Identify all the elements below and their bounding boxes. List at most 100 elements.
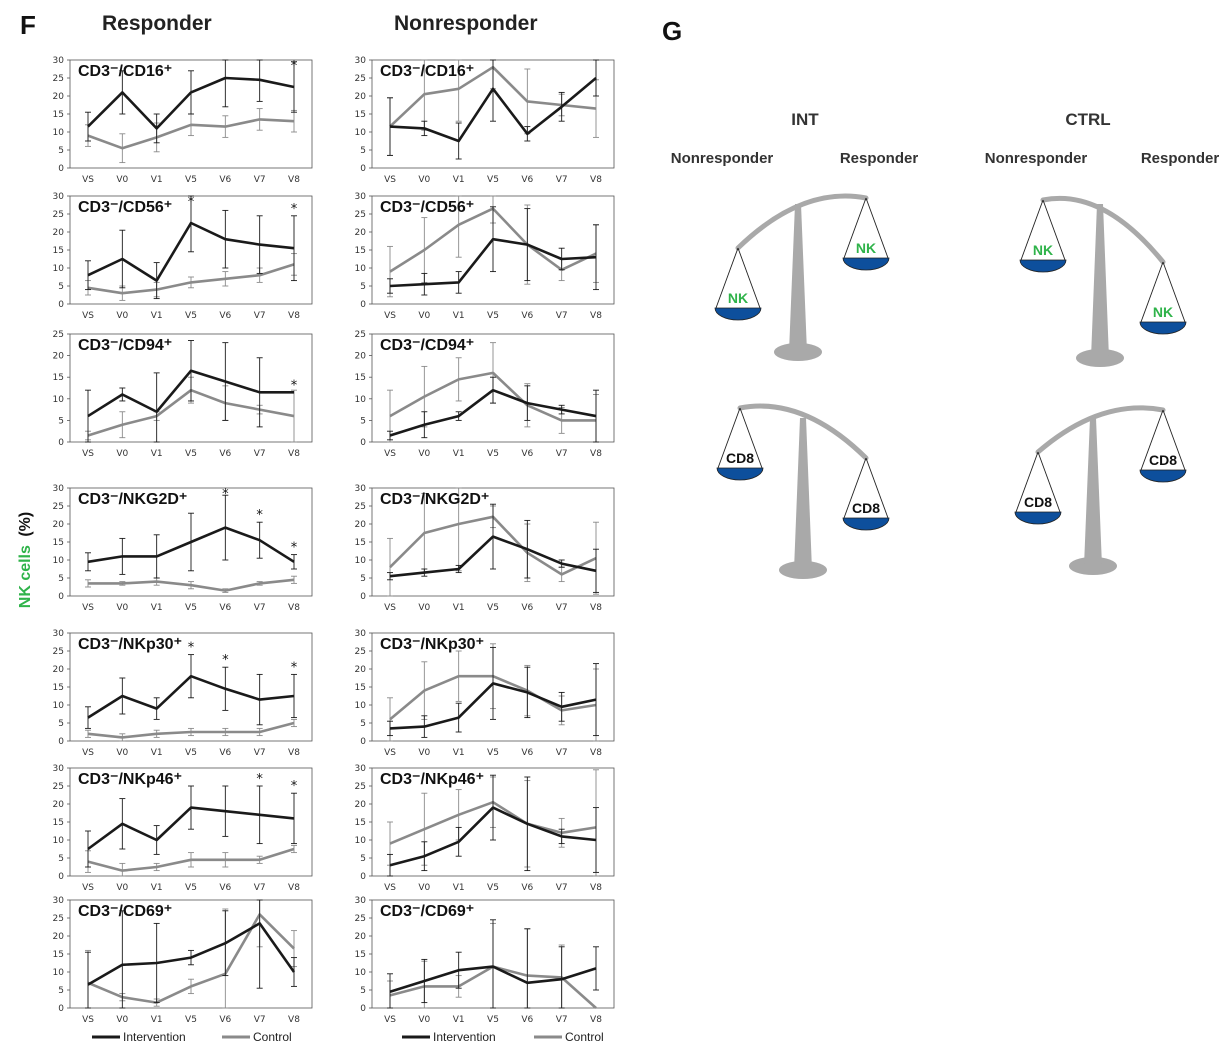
y-tick-label: 20 — [355, 520, 367, 530]
y-tick-label: 15 — [355, 538, 366, 548]
y-tick-label: 15 — [355, 950, 366, 960]
y-tick-label: 25 — [53, 914, 64, 924]
chart-nonresponder-4: 0 5 10 15 20 25 30 VS V0 V1 V5 V6 V7 V8 CD3⁻/NKG2D⁺ — [355, 484, 615, 613]
int-nonresponder-label: Nonresponder — [671, 150, 774, 167]
panel-f-letter: F — [20, 10, 36, 40]
chart-nonresponder-6: 0 5 10 15 20 25 30 VS V0 V1 V5 V6 V7 V8 CD3⁻/NKp46⁺ — [355, 764, 615, 893]
legend-nonresponder: Intervention Control — [402, 1030, 604, 1044]
cd8-label: CD8 — [852, 500, 880, 516]
x-tick-label: V8 — [288, 748, 300, 758]
x-tick-label: V1 — [453, 449, 465, 459]
x-tick-label: VS — [82, 311, 94, 321]
chart-title: CD3⁻/CD69⁺ — [78, 903, 172, 920]
y-tick-label: 20 — [53, 228, 65, 238]
y-tick-label: 5 — [58, 719, 64, 729]
pan-bowl — [1014, 511, 1062, 525]
y-axis-label: NK cells (%) — [17, 512, 34, 608]
plot-frame — [371, 333, 615, 443]
x-tick-label: V1 — [453, 883, 465, 893]
series-line — [88, 578, 295, 592]
chart-nonresponder-5: 0 5 10 15 20 25 30 VS V0 V1 V5 V6 V7 V8 CD3⁻/NKp30⁺ — [355, 629, 615, 758]
y-tick-label: 10 — [355, 968, 367, 978]
significance-star: * — [291, 378, 298, 393]
y-tick-label: 20 — [355, 92, 367, 102]
scale-post — [1084, 418, 1102, 566]
x-tick-label: V1 — [151, 603, 163, 613]
x-tick-label: V5 — [487, 603, 499, 613]
y-tick-label: 20 — [53, 665, 65, 675]
x-tick-label: V0 — [116, 1015, 128, 1025]
y-tick-label: 25 — [355, 330, 366, 340]
chart-responder-3: 0 5 10 15 20 25 VS V0 V1 V5 V6 V7 V8 CD3⁻/CD94⁺ * — [53, 330, 313, 459]
y-tick-label: 5 — [58, 574, 64, 584]
series-intervention — [387, 919, 599, 1009]
series-intervention — [85, 494, 297, 579]
y-tick-label: 30 — [355, 764, 367, 774]
nk-label: NK — [856, 240, 876, 256]
y-tick-label: 30 — [53, 896, 65, 906]
right-pan: NK — [1139, 261, 1187, 335]
x-tick-label: V6 — [219, 603, 231, 613]
x-tick-label: V7 — [254, 175, 266, 185]
x-tick-label: V8 — [590, 748, 602, 758]
balance-int-nk: NK NK — [714, 193, 890, 361]
x-tick-label: V8 — [590, 1015, 602, 1025]
y-tick-label: 5 — [360, 719, 366, 729]
legend-intervention-label: Intervention — [123, 1030, 186, 1044]
y-tick-label: 10 — [355, 701, 367, 711]
y-tick-label: 15 — [355, 110, 366, 120]
right-pan: CD8 — [1139, 409, 1187, 483]
y-tick-label: 30 — [53, 764, 65, 774]
chart-title: CD3⁻/CD16⁺ — [380, 63, 474, 80]
y-tick-label: 5 — [360, 854, 366, 864]
x-tick-label: V6 — [219, 449, 231, 459]
series-intervention — [387, 59, 599, 160]
x-tick-label: V8 — [590, 175, 602, 185]
pan-string — [843, 197, 867, 259]
x-tick-label: V8 — [590, 449, 602, 459]
chart-responder-6: 0 5 10 15 20 25 30 VS V0 V1 V5 V6 V7 V8 CD3⁻/NKp46⁺ * * — [53, 764, 313, 893]
cd8-label: CD8 — [1149, 452, 1177, 468]
x-tick-label: V8 — [288, 1015, 300, 1025]
x-tick-label: VS — [384, 311, 396, 321]
y-tick-label: 25 — [355, 782, 366, 792]
x-tick-label: V1 — [151, 311, 163, 321]
y-tick-label: 20 — [53, 352, 65, 362]
x-tick-label: V5 — [487, 1015, 499, 1025]
y-tick-label: 15 — [53, 110, 64, 120]
y-tick-label: 20 — [355, 665, 367, 675]
chart-responder-4: 0 5 10 15 20 25 30 VS V0 V1 V5 V6 V7 V8 CD3⁻/NKG2D⁺ * * * — [53, 484, 313, 613]
pan-string — [715, 247, 739, 309]
y-tick-label: 30 — [53, 629, 65, 639]
x-tick-label: V1 — [453, 175, 465, 185]
y-tick-label: 25 — [355, 914, 366, 924]
x-tick-label: V0 — [418, 311, 430, 321]
significance-star: * — [291, 660, 298, 675]
legend-responder: Intervention Control — [92, 1030, 292, 1044]
series-line — [87, 847, 295, 872]
y-tick-label: 25 — [53, 210, 64, 220]
chart-responder-2: 0 5 10 15 20 25 30 VS V0 V1 V5 V6 V7 V8 CD3⁻/CD56⁺ * * — [53, 192, 313, 321]
y-tick-label: 0 — [58, 438, 64, 448]
left-pan: CD8 — [716, 407, 764, 481]
series-line — [389, 965, 597, 994]
chart-title: CD3⁻/CD16⁺ — [78, 63, 172, 80]
scale-beam — [1040, 195, 1166, 265]
x-tick-label: V0 — [116, 175, 128, 185]
y-tick-label: 15 — [53, 373, 64, 383]
x-tick-label: V5 — [185, 175, 197, 185]
x-tick-label: V7 — [556, 311, 568, 321]
y-tick-label: 0 — [58, 1004, 64, 1014]
series-line — [389, 682, 597, 730]
significance-star: * — [291, 202, 298, 217]
series-control — [85, 844, 297, 877]
significance-star: * — [291, 59, 298, 74]
balance-scales: NK NK NK NK CD8 CD8 CD8 CD8 — [714, 193, 1187, 579]
series-line — [87, 369, 294, 418]
series-control — [85, 108, 297, 164]
legend-control-label: Control — [253, 1030, 292, 1044]
series-line — [87, 674, 295, 719]
x-tick-label: V6 — [521, 175, 533, 185]
series-line — [87, 76, 295, 130]
y-tick-label: 25 — [53, 782, 64, 792]
